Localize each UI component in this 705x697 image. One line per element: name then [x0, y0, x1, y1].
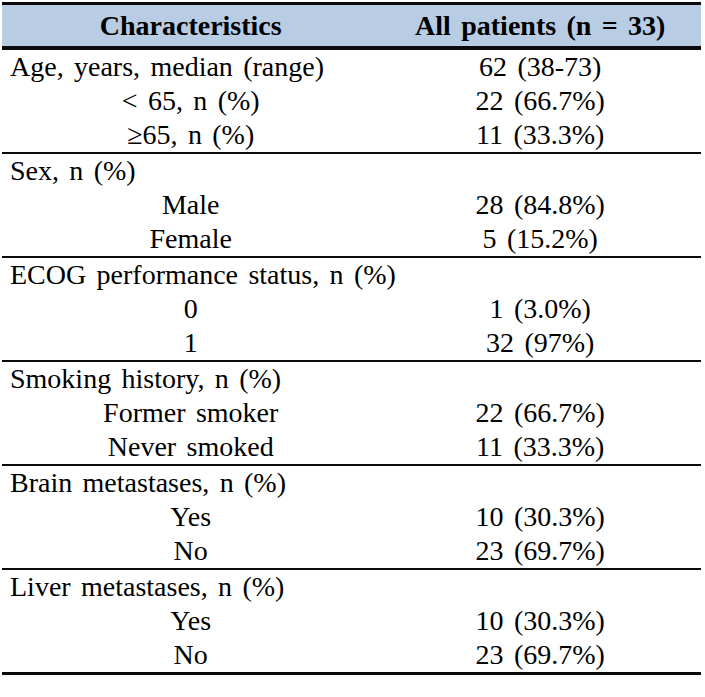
table-row: No 23 (69.7%): [2, 638, 701, 672]
value-cell: 22 (66.7%): [379, 84, 701, 118]
header-all-patients: All patients (n = 33): [379, 10, 701, 42]
value-cell: 62 (38-73): [379, 50, 701, 84]
table-row: Age, years, median (range) 62 (38-73): [2, 50, 701, 84]
value-cell: 23 (69.7%): [379, 534, 701, 568]
value-cell: 11 (33.3%): [379, 430, 701, 464]
value-cell: 10 (30.3%): [379, 500, 701, 534]
value-cell: 23 (69.7%): [379, 638, 701, 672]
table-row: ≥65, n (%) 11 (33.3%): [2, 118, 701, 152]
sub-label: Yes: [2, 604, 379, 638]
table-row: Sex, n (%): [2, 154, 701, 188]
table-row: Female 5 (15.2%): [2, 222, 701, 256]
value-cell: 5 (15.2%): [379, 222, 701, 256]
value-cell: 10 (30.3%): [379, 604, 701, 638]
table-header-row: Characteristics All patients (n = 33): [2, 5, 701, 50]
sub-label: Yes: [2, 500, 379, 534]
value-cell: 32 (97%): [379, 326, 701, 360]
table-row: Liver metastases, n (%): [2, 570, 701, 604]
table-row: Smoking history, n (%): [2, 362, 701, 396]
sub-label: Never smoked: [2, 430, 379, 464]
category-label: Brain metastases, n (%): [2, 466, 379, 500]
table-row: No 23 (69.7%): [2, 534, 701, 568]
table-row: Former smoker 22 (66.7%): [2, 396, 701, 430]
table-row: Never smoked 11 (33.3%): [2, 430, 701, 464]
table-row: 1 32 (97%): [2, 326, 701, 360]
sub-label: Former smoker: [2, 396, 379, 430]
table-row: Yes 10 (30.3%): [2, 500, 701, 534]
table-row: Yes 10 (30.3%): [2, 604, 701, 638]
sub-label: 1: [2, 326, 379, 360]
sub-label: No: [2, 534, 379, 568]
table-row: ECOG performance status, n (%): [2, 258, 701, 292]
sub-label: ≥65, n (%): [2, 118, 379, 152]
sub-label: < 65, n (%): [2, 84, 379, 118]
header-characteristics: Characteristics: [2, 10, 379, 42]
category-label: Smoking history, n (%): [2, 362, 379, 396]
value-cell: 11 (33.3%): [379, 118, 701, 152]
category-label: ECOG performance status, n (%): [2, 258, 379, 292]
value-cell: 22 (66.7%): [379, 396, 701, 430]
category-label: Age, years, median (range): [2, 50, 379, 84]
sub-label: No: [2, 638, 379, 672]
sub-label: Male: [2, 188, 379, 222]
category-label: Liver metastases, n (%): [2, 570, 379, 604]
table-row: Male 28 (84.8%): [2, 188, 701, 222]
value-cell: 1 (3.0%): [379, 292, 701, 326]
table-row: Brain metastases, n (%): [2, 466, 701, 500]
table-row: 0 1 (3.0%): [2, 292, 701, 326]
table-row: < 65, n (%) 22 (66.7%): [2, 84, 701, 118]
sub-label: 0: [2, 292, 379, 326]
value-cell: 28 (84.8%): [379, 188, 701, 222]
sub-label: Female: [2, 222, 379, 256]
category-label: Sex, n (%): [2, 154, 379, 188]
patient-characteristics-table: Characteristics All patients (n = 33) Ag…: [2, 2, 701, 675]
